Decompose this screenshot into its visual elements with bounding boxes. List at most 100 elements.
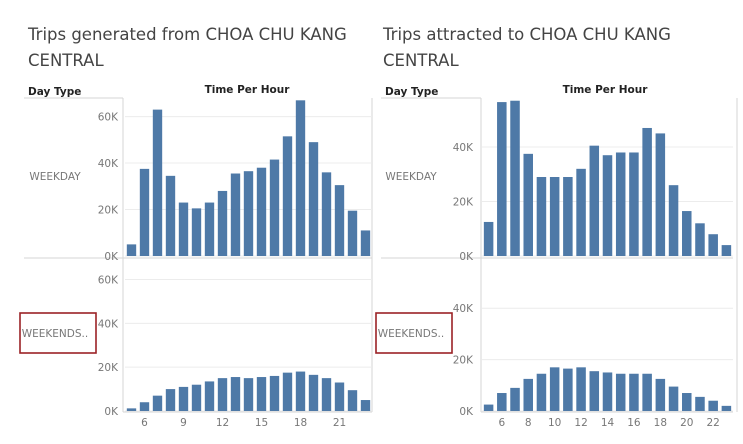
bar-weekends-hour-19[interactable] — [308, 374, 319, 411]
bar-weekday-hour-13[interactable] — [589, 145, 600, 256]
bar-weekends-hour-13[interactable] — [230, 377, 241, 411]
bar-weekday-hour-9[interactable] — [178, 202, 189, 256]
bar-weekends-hour-23[interactable] — [360, 400, 371, 411]
y-tick-label: 40K — [98, 318, 119, 330]
bar-weekends-hour-16[interactable] — [629, 373, 639, 411]
row-header-label: Day Type — [385, 86, 438, 98]
bar-weekends-hour-22[interactable] — [347, 390, 358, 411]
bar-weekends-hour-21[interactable] — [334, 382, 345, 411]
bar-weekends-hour-18[interactable] — [655, 378, 666, 411]
bar-weekday-hour-20[interactable] — [321, 172, 332, 256]
bar-weekends-hour-14[interactable] — [602, 372, 613, 411]
y-tick-label: 40K — [453, 303, 474, 315]
bar-weekday-hour-16[interactable] — [269, 159, 280, 256]
y-tick-label: 60K — [98, 275, 119, 287]
bar-weekday-hour-18[interactable] — [655, 133, 666, 256]
bar-weekday-hour-9[interactable] — [536, 177, 547, 256]
bar-weekends-hour-8[interactable] — [165, 389, 176, 411]
x-tick-label: 18 — [294, 417, 307, 429]
x-tick-label: 14 — [601, 417, 615, 429]
bar-weekday-hour-12[interactable] — [217, 190, 228, 256]
bar-weekday-hour-18[interactable] — [295, 100, 306, 256]
bar-weekday-hour-12[interactable] — [576, 168, 586, 256]
x-tick-label: 12 — [216, 417, 229, 429]
bar-weekday-hour-5[interactable] — [483, 221, 494, 256]
bar-weekday-hour-11[interactable] — [204, 202, 215, 256]
bar-weekday-hour-8[interactable] — [523, 153, 533, 256]
bar-weekends-hour-7[interactable] — [152, 395, 163, 411]
bar-weekday-hour-5[interactable] — [126, 244, 137, 256]
y-tick-label: 40K — [98, 158, 119, 170]
bar-weekends-hour-15[interactable] — [256, 377, 267, 411]
bar-weekends-hour-15[interactable] — [615, 373, 626, 411]
bar-weekends-hour-19[interactable] — [668, 386, 679, 411]
bar-weekday-hour-21[interactable] — [695, 223, 705, 256]
bar-weekday-hour-13[interactable] — [230, 173, 241, 256]
bar-weekends-hour-20[interactable] — [321, 378, 332, 411]
bar-weekday-hour-23[interactable] — [721, 245, 732, 256]
bar-weekday-hour-15[interactable] — [615, 152, 626, 256]
bar-weekends-hour-9[interactable] — [178, 386, 189, 411]
bar-weekends-hour-17[interactable] — [282, 372, 293, 411]
bar-weekday-hour-15[interactable] — [256, 167, 267, 256]
bar-weekends-hour-5[interactable] — [126, 408, 137, 411]
x-tick-label: 20 — [680, 417, 693, 429]
y-tick-label: 0K — [104, 251, 119, 263]
bar-weekends-hour-12[interactable] — [217, 378, 228, 411]
bar-weekends-hour-13[interactable] — [589, 371, 600, 411]
column-header-label: Time Per Hour — [205, 84, 291, 96]
bar-weekends-hour-18[interactable] — [295, 371, 306, 411]
y-tick-label: 20K — [453, 197, 474, 209]
x-tick-label: 21 — [333, 417, 346, 429]
bar-weekday-hour-20[interactable] — [682, 211, 692, 256]
bar-weekday-hour-10[interactable] — [191, 208, 202, 256]
bar-weekday-hour-19[interactable] — [668, 185, 679, 256]
bar-weekday-hour-17[interactable] — [642, 127, 652, 256]
bar-weekday-hour-14[interactable] — [602, 155, 613, 256]
bar-weekday-hour-7[interactable] — [152, 109, 163, 257]
bar-weekends-hour-10[interactable] — [191, 384, 202, 411]
row-label-weekends: WEEKENDS.. — [22, 328, 88, 340]
y-tick-label: 20K — [98, 362, 119, 374]
bar-weekends-hour-9[interactable] — [536, 373, 547, 411]
bar-weekends-hour-11[interactable] — [204, 381, 215, 411]
y-tick-label: 0K — [459, 251, 474, 263]
bar-weekends-hour-17[interactable] — [642, 373, 652, 411]
bar-weekday-hour-19[interactable] — [308, 142, 319, 256]
bar-weekday-hour-16[interactable] — [629, 152, 639, 256]
bar-weekday-hour-8[interactable] — [165, 175, 176, 256]
bar-weekends-hour-6[interactable] — [497, 393, 507, 411]
bar-weekends-hour-6[interactable] — [139, 402, 150, 411]
chart-title-line: CENTRAL — [28, 51, 104, 70]
row-header-label: Day Type — [28, 86, 81, 98]
bar-weekends-hour-21[interactable] — [695, 396, 705, 411]
bar-weekday-hour-6[interactable] — [139, 168, 150, 256]
bar-weekends-hour-10[interactable] — [549, 367, 560, 411]
bar-weekday-hour-7[interactable] — [510, 100, 520, 256]
bar-weekday-hour-11[interactable] — [563, 177, 573, 256]
bar-weekday-hour-23[interactable] — [360, 230, 371, 256]
bar-weekday-hour-6[interactable] — [497, 102, 507, 256]
chart-title-line: Trips generated from CHOA CHU KANG — [27, 25, 347, 44]
bar-weekends-hour-11[interactable] — [563, 368, 573, 411]
bar-weekends-hour-5[interactable] — [483, 404, 494, 411]
bar-weekday-hour-21[interactable] — [334, 185, 345, 256]
bar-weekends-hour-16[interactable] — [269, 375, 280, 411]
bar-weekends-hour-20[interactable] — [682, 393, 692, 411]
y-tick-label: 60K — [98, 112, 119, 124]
bar-weekday-hour-22[interactable] — [347, 210, 358, 256]
bar-weekends-hour-22[interactable] — [708, 400, 718, 411]
bar-weekends-hour-23[interactable] — [721, 405, 732, 411]
bar-weekday-hour-14[interactable] — [243, 171, 254, 256]
bar-weekday-hour-17[interactable] — [282, 136, 293, 256]
bar-weekday-hour-10[interactable] — [549, 177, 560, 256]
bar-weekends-hour-8[interactable] — [523, 378, 533, 411]
bar-weekends-hour-14[interactable] — [243, 378, 254, 411]
bar-weekday-hour-22[interactable] — [708, 234, 718, 256]
bar-weekends-hour-12[interactable] — [576, 367, 586, 411]
row-label-weekday: WEEKDAY — [385, 171, 437, 183]
x-tick-label: 8 — [525, 417, 532, 429]
chart-panel-1: Trips generated from CHOA CHU KANG CENTRA… — [19, 25, 373, 429]
bar-weekends-hour-7[interactable] — [510, 387, 520, 411]
